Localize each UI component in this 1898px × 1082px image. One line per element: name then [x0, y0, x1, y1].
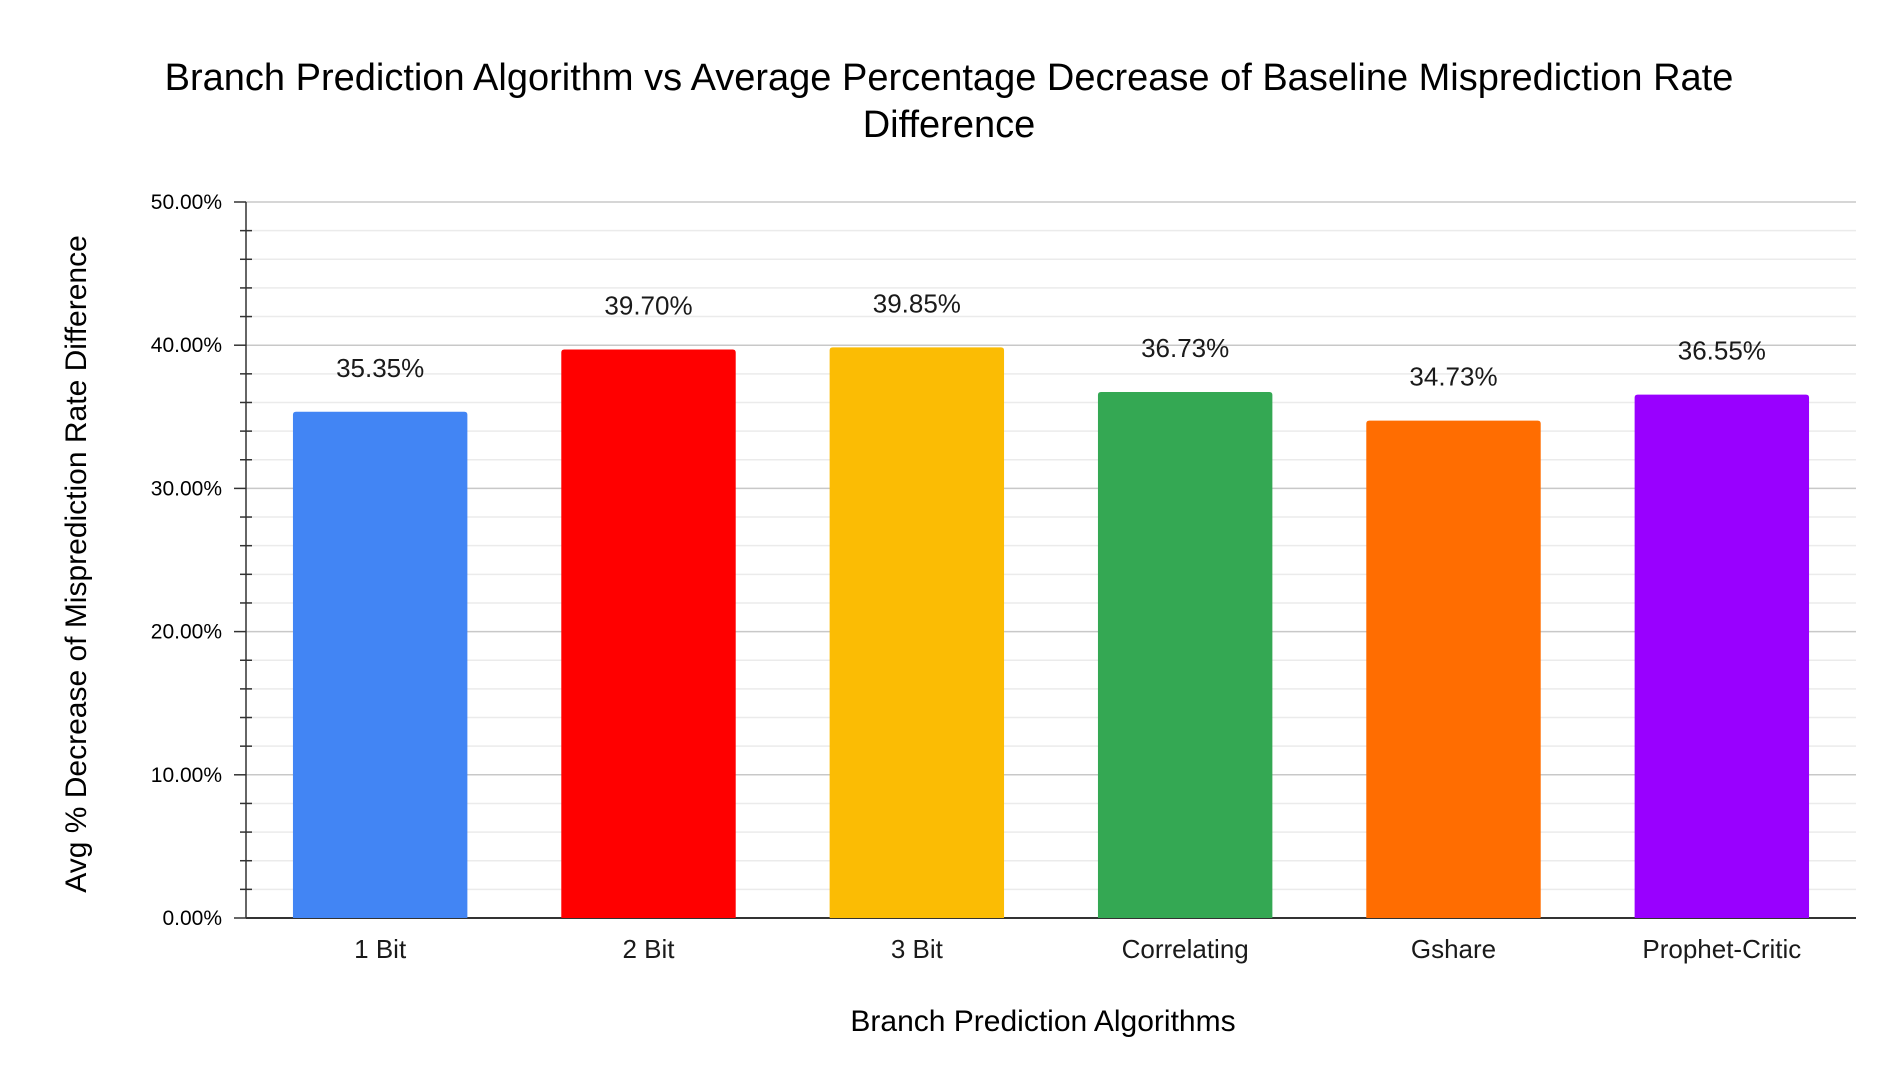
- y-tick-label: 40.00%: [151, 334, 222, 357]
- y-tick-label: 50.00%: [151, 191, 222, 214]
- y-axis-title: Avg % Decrease of Misprediction Rate Dif…: [60, 235, 93, 893]
- data-label: 39.85%: [873, 288, 961, 318]
- data-label: 36.55%: [1678, 336, 1766, 366]
- bar-2-bit: [561, 349, 736, 919]
- x-axis-labels: 1 Bit 2 Bit 3 Bit Correlating Gshare Prophet-…: [354, 934, 1801, 964]
- y-axis: 0.00% 10.00% 20.00% 30.00% 40.00% 50.00%: [151, 191, 1856, 930]
- y-tick-label: 0.00%: [162, 907, 222, 930]
- bar-prophet-critic: [1634, 394, 1810, 918]
- chart-title-line-2: Difference: [863, 104, 1036, 146]
- x-tick-label: 2 Bit: [622, 934, 675, 964]
- y-tick-label: 30.00%: [151, 477, 222, 500]
- bar-correlating: [1097, 392, 1273, 919]
- data-label: 34.73%: [1409, 362, 1497, 392]
- x-axis-title: Branch Prediction Algorithms: [850, 1005, 1235, 1038]
- x-tick-label: Prophet-Critic: [1642, 934, 1801, 964]
- x-tick-label: Gshare: [1411, 934, 1496, 964]
- y-tick-label: 20.00%: [151, 621, 222, 644]
- bars: [292, 347, 1810, 919]
- chart-title-line-1: Branch Prediction Algorithm vs Average P…: [165, 57, 1734, 99]
- data-label: 39.70%: [604, 290, 692, 320]
- data-labels: 35.35% 39.70% 39.85% 36.73% 34.73% 36.55%: [336, 288, 1766, 391]
- x-tick-label: 1 Bit: [354, 934, 407, 964]
- data-label: 36.73%: [1141, 333, 1229, 363]
- data-label: 35.35%: [336, 353, 424, 383]
- x-tick-label: Correlating: [1122, 934, 1249, 964]
- y-tick-label: 10.00%: [151, 764, 222, 787]
- bar-3-bit: [829, 347, 1005, 918]
- bar-1-bit: [292, 411, 468, 918]
- bar-gshare: [1366, 420, 1541, 918]
- gridlines: [246, 201, 1856, 891]
- x-tick-label: 3 Bit: [891, 934, 944, 964]
